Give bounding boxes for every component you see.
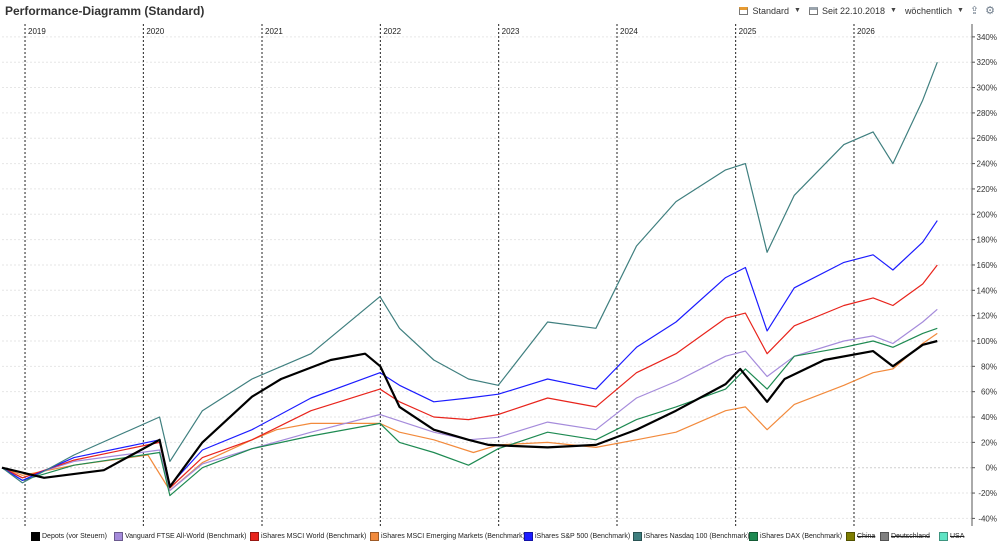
year-label: 2022 (383, 27, 401, 36)
year-label: 2023 (502, 27, 520, 36)
legend-item[interactable]: iShares S&P 500 (Benchmark) (524, 532, 630, 541)
chevron-down-icon: ▼ (794, 7, 801, 14)
year-label: 2019 (28, 27, 46, 36)
view-label: Standard (752, 5, 789, 16)
calendar-icon (739, 6, 749, 15)
series-line (1, 332, 938, 492)
legend-swatch (524, 532, 533, 541)
legend-label: Vanguard FTSE All-World (Benchmark) (125, 533, 247, 540)
page-title: Performance-Diagramm (Standard) (5, 4, 205, 18)
y-tick-label: 260% (977, 134, 997, 143)
series-line (1, 327, 938, 497)
interval-selector[interactable]: wöchentlich ▼ (905, 6, 964, 16)
y-tick-label: 160% (977, 261, 997, 270)
legend-label: USA (950, 533, 965, 540)
legend-swatch (250, 532, 259, 541)
legend-item[interactable]: Vanguard FTSE All-World (Benchmark) (114, 532, 247, 541)
y-tick-label: 120% (977, 312, 997, 321)
legend-item[interactable]: USA (939, 532, 964, 541)
series-line (1, 308, 938, 492)
y-tick-label: -20% (978, 489, 997, 498)
chevron-down-icon: ▼ (890, 7, 897, 14)
y-tick-label: 80% (981, 362, 997, 371)
legend-label: Deutschland (891, 533, 930, 540)
legend-item[interactable]: iShares MSCI World (Benchmark) (250, 532, 366, 541)
legend-label: iShares S&P 500 (Benchmark) (535, 533, 631, 540)
y-tick-label: 180% (977, 236, 997, 245)
y-tick-label: 220% (977, 185, 997, 194)
legend-swatch (846, 532, 855, 541)
year-label: 2025 (739, 27, 757, 36)
y-tick-label: 0% (985, 464, 997, 473)
interval-label: wöchentlich (904, 5, 952, 16)
y-tick-label: 320% (977, 58, 997, 67)
y-tick-label: 20% (981, 438, 997, 447)
legend-label: iShares DAX (Benchmark) (760, 533, 843, 540)
legend-label: iShares MSCI Emerging Markets (Benchmark… (381, 533, 525, 540)
series-line (1, 61, 938, 484)
export-icon[interactable]: ⇪ (969, 5, 980, 17)
year-label: 2021 (265, 27, 283, 36)
y-tick-label: 340% (977, 33, 997, 42)
chart-controls: Standard ▼ Seit 22.10.2018 ▼ wöchentlich… (731, 4, 995, 17)
toolbar: Performance-Diagramm (Standard) Standard… (0, 0, 1000, 22)
y-axis-ticks: -40% -20% 0% 20% 40% 60% 80% 100% 120% 140% 160% 18… (971, 24, 997, 526)
grid-lines (2, 36, 972, 519)
year-label: 2026 (857, 27, 875, 36)
year-separators: 2019 2020 2021 2022 2023 2024 2025 2026 (24, 24, 875, 526)
legend-item[interactable]: Depots (vor Steuern) (31, 532, 107, 541)
legend-item[interactable]: iShares MSCI Emerging Markets (Benchmark… (370, 532, 525, 541)
date-range-label: Seit 22.10.2018 (821, 5, 885, 16)
legend-item[interactable]: iShares Nasdaq 100 (Benchmark) (633, 532, 749, 541)
legend-item[interactable]: Deutschland (880, 532, 930, 541)
calendar-icon (808, 6, 818, 15)
y-tick-label: 280% (977, 109, 997, 118)
gear-icon[interactable]: ⚙ (985, 5, 995, 17)
legend-label: iShares Nasdaq 100 (Benchmark) (644, 533, 750, 540)
legend-label: iShares MSCI World (Benchmark) (261, 533, 367, 540)
year-label: 2024 (620, 27, 638, 36)
y-tick-label: 300% (977, 84, 997, 93)
y-tick-label: 200% (977, 210, 997, 219)
legend-swatch (880, 532, 889, 541)
y-tick-label: 60% (981, 388, 997, 397)
legend-swatch (633, 532, 642, 541)
series-lines (1, 61, 938, 497)
y-tick-label: 140% (977, 286, 997, 295)
y-tick-label: -40% (978, 514, 997, 523)
y-tick-label: 100% (977, 337, 997, 346)
legend-swatch (370, 532, 379, 541)
date-range-selector[interactable]: Seit 22.10.2018 ▼ (808, 5, 897, 16)
year-label: 2020 (146, 27, 164, 36)
legend-swatch (749, 532, 758, 541)
legend: Depots (vor Steuern) Vanguard FTSE All-Wo… (0, 532, 1000, 546)
series-line (1, 264, 938, 489)
y-tick-label: 40% (981, 413, 997, 422)
view-selector[interactable]: Standard ▼ (739, 5, 801, 16)
performance-chart: 2019 2020 2021 2022 2023 2024 2025 2026 -40% -20… (1, 24, 997, 526)
legend-label: Depots (vor Steuern) (42, 533, 107, 540)
legend-label: China (857, 533, 876, 540)
legend-swatch (939, 532, 948, 541)
legend-swatch (31, 532, 40, 541)
legend-item[interactable]: China (846, 532, 875, 541)
chevron-down-icon: ▼ (956, 7, 964, 14)
legend-swatch (114, 532, 123, 541)
series-line (1, 339, 938, 488)
legend-item[interactable]: iShares DAX (Benchmark) (749, 532, 842, 541)
y-tick-label: 240% (977, 160, 997, 169)
